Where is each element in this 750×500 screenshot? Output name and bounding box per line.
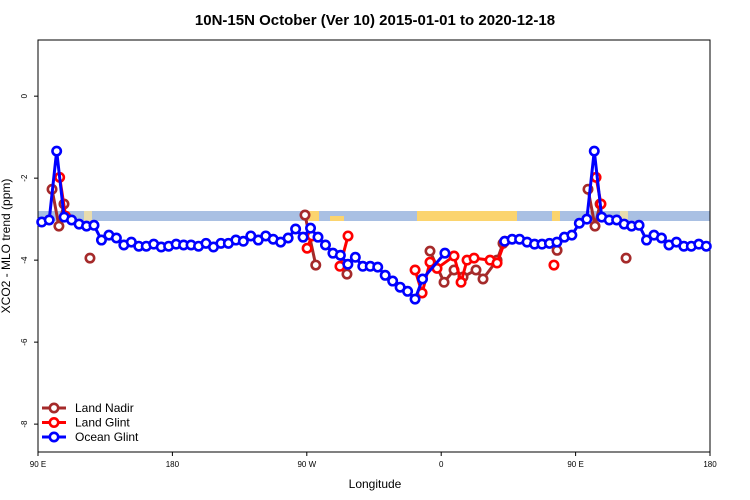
- legend-marker: [48, 431, 60, 443]
- data-point: [305, 222, 317, 234]
- x-tick-label: 0: [439, 460, 444, 469]
- data-point: [297, 231, 309, 243]
- data-point: [349, 251, 361, 263]
- data-point: [438, 276, 450, 288]
- ocean-strip: [38, 211, 710, 221]
- data-point: [402, 285, 414, 297]
- legend-label: Land Glint: [75, 416, 130, 430]
- data-point: [43, 214, 55, 226]
- x-tick-label: 180: [703, 460, 717, 469]
- data-point: [589, 220, 601, 232]
- data-point: [620, 252, 632, 264]
- data-point: [372, 261, 384, 273]
- data-point: [319, 239, 331, 251]
- data-point: [301, 242, 313, 254]
- data-point: [310, 259, 322, 271]
- data-point: [633, 219, 645, 231]
- legend-label: Ocean Glint: [75, 430, 139, 444]
- data-point: [468, 252, 480, 264]
- data-point: [334, 249, 346, 261]
- x-tick-label: 90 E: [30, 460, 46, 469]
- data-point: [655, 232, 667, 244]
- data-point: [84, 252, 96, 264]
- data-point: [409, 264, 421, 276]
- x-tick-label: 180: [166, 460, 180, 469]
- data-point: [237, 235, 249, 247]
- data-point: [299, 209, 311, 221]
- data-point: [409, 293, 421, 305]
- land-patch: [330, 216, 344, 221]
- y-tick-label: -2: [20, 174, 29, 182]
- data-point: [588, 145, 600, 157]
- data-point: [312, 231, 324, 243]
- data-point: [470, 264, 482, 276]
- data-point: [641, 234, 653, 246]
- land-patch: [308, 211, 319, 221]
- data-point: [439, 247, 451, 259]
- data-point: [342, 230, 354, 242]
- legend-label: Land Nadir: [75, 401, 134, 415]
- x-axis-label: Longitude: [349, 477, 402, 491]
- data-point: [342, 258, 354, 270]
- land-patch: [552, 211, 560, 221]
- data-point: [477, 273, 489, 285]
- data-point: [455, 276, 467, 288]
- x-tick-label: 90 W: [297, 460, 316, 469]
- chart-title: 10N-15N October (Ver 10) 2015-01-01 to 2…: [195, 12, 555, 29]
- series: [36, 145, 712, 305]
- data-point: [581, 213, 593, 225]
- data-point: [95, 234, 107, 246]
- data-point: [566, 229, 578, 241]
- y-axis-label: XCO2 - MLO trend (ppm): [0, 179, 13, 314]
- legend-marker: [48, 416, 60, 428]
- data-point: [424, 256, 436, 268]
- data-point: [700, 240, 712, 252]
- data-point: [53, 220, 65, 232]
- data-point: [491, 257, 503, 269]
- data-point: [551, 236, 563, 248]
- legend-marker: [48, 402, 60, 414]
- land-patch: [84, 211, 92, 221]
- data-point: [282, 232, 294, 244]
- y-tick-label: 0: [20, 93, 29, 98]
- data-point: [341, 268, 353, 280]
- y-tick-label: -8: [20, 420, 29, 428]
- data-point: [448, 250, 460, 262]
- land-patch: [620, 211, 628, 221]
- data-point: [290, 223, 302, 235]
- land-patch: [417, 211, 517, 221]
- data-point: [379, 269, 391, 281]
- data-point: [387, 275, 399, 287]
- y-tick-label: -6: [20, 338, 29, 346]
- x-tick-label: 90 E: [567, 460, 583, 469]
- data-point: [110, 232, 122, 244]
- data-point: [88, 219, 100, 231]
- map-strip: [38, 211, 710, 221]
- data-point: [51, 145, 63, 157]
- data-point: [424, 245, 436, 257]
- data-point: [548, 259, 560, 271]
- data-point: [417, 273, 429, 285]
- y-tick-label: -4: [20, 256, 29, 264]
